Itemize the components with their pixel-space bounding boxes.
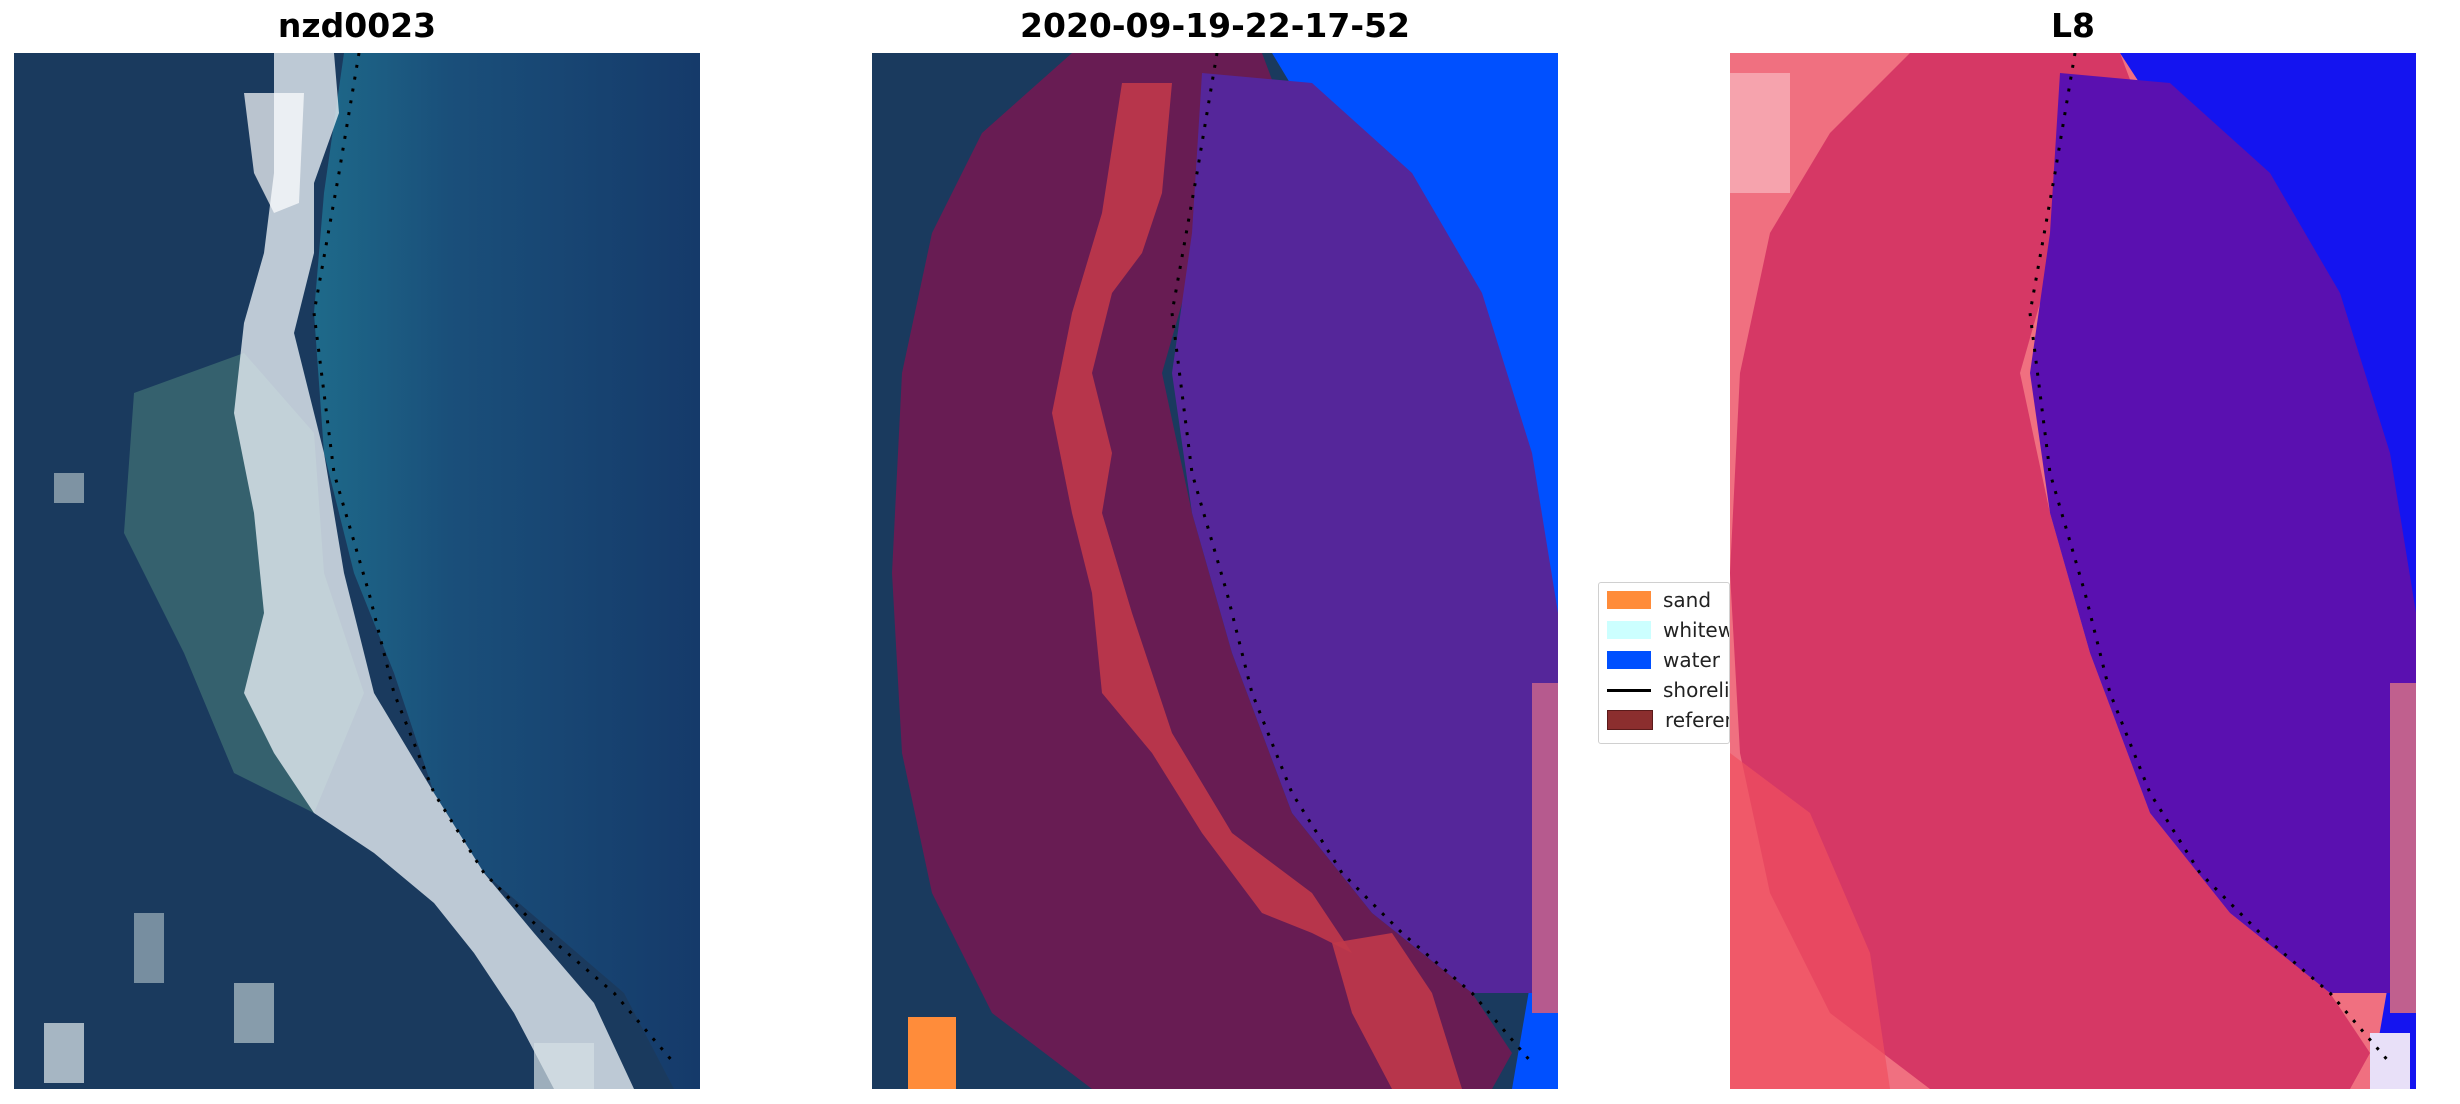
panel-title-index: L8 [2051, 6, 2095, 45]
sand-class-patch [908, 1017, 956, 1089]
panel-title-classified: 2020-09-19-22-17-52 [1020, 6, 1410, 45]
legend-item-shoreline: shoreline [1607, 675, 1730, 705]
legend-label-shoreline: shoreline [1663, 678, 1730, 702]
legend-label-reference-region: reference region [1665, 708, 1729, 732]
rgb-satellite-image [14, 53, 700, 1089]
rgb-image-panel [14, 53, 700, 1089]
legend-line-shoreline [1607, 688, 1651, 692]
legend-item-water: water [1607, 645, 1720, 675]
index-land-region [1730, 53, 2370, 1089]
shoreline-trace [312, 53, 676, 1064]
legend-label-water: water [1663, 648, 1720, 672]
legend-swatch-water [1607, 651, 1651, 669]
legend-swatch-reference-region [1607, 710, 1653, 730]
index-purple-region [2030, 73, 2416, 993]
legend-item-reference-region: reference region [1607, 705, 1729, 735]
index-map-image [1730, 53, 2416, 1089]
reference-region-overlay [892, 53, 1512, 1089]
index-image-panel [1730, 53, 2416, 1089]
shoreline-trace-index [2028, 53, 2392, 1064]
classified-overlay-image [872, 53, 1558, 1089]
classified-image-panel [872, 53, 1558, 1089]
legend-swatch-sand [1607, 591, 1651, 609]
panel-title-rgb: nzd0023 [277, 6, 437, 45]
shoreline-trace-classified [1170, 53, 1534, 1064]
legend-label-sand: sand [1663, 588, 1712, 612]
water-overlay-region [1172, 73, 1558, 993]
legend-swatch-whitewater [1607, 621, 1651, 639]
legend-item-sand: sand [1607, 585, 1711, 615]
